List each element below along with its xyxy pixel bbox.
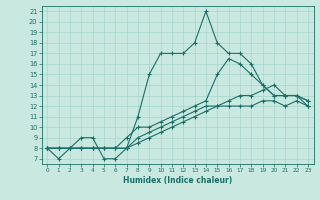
X-axis label: Humidex (Indice chaleur): Humidex (Indice chaleur) (123, 176, 232, 185)
